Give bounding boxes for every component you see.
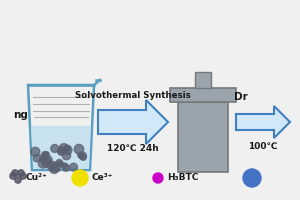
Circle shape — [153, 173, 163, 183]
Circle shape — [64, 145, 70, 151]
Circle shape — [79, 152, 86, 160]
Text: Ce³⁺: Ce³⁺ — [92, 173, 113, 182]
Circle shape — [10, 173, 16, 179]
Circle shape — [74, 144, 84, 154]
Circle shape — [78, 152, 83, 158]
Circle shape — [63, 146, 72, 155]
Text: 100℃: 100℃ — [248, 142, 278, 151]
Circle shape — [31, 147, 40, 156]
Text: 120℃ 24h: 120℃ 24h — [107, 144, 159, 153]
Bar — [178, 102, 228, 172]
Circle shape — [63, 164, 70, 171]
Circle shape — [15, 177, 21, 183]
Circle shape — [33, 155, 40, 162]
Circle shape — [61, 163, 68, 169]
Circle shape — [58, 161, 63, 166]
Circle shape — [57, 147, 66, 155]
Circle shape — [50, 164, 59, 173]
Text: Cu²⁺: Cu²⁺ — [26, 173, 48, 182]
Circle shape — [41, 154, 46, 159]
Circle shape — [58, 147, 65, 154]
Text: H₃BTC: H₃BTC — [167, 173, 198, 182]
Polygon shape — [236, 106, 290, 138]
Text: Solvothermal Synthesis: Solvothermal Synthesis — [75, 91, 191, 100]
Circle shape — [51, 162, 61, 172]
Text: Dr: Dr — [234, 92, 248, 102]
Circle shape — [59, 144, 68, 153]
Circle shape — [20, 173, 26, 179]
Circle shape — [72, 170, 88, 186]
Bar — [170, 88, 236, 102]
Circle shape — [40, 157, 46, 163]
Circle shape — [12, 170, 18, 176]
Circle shape — [38, 159, 48, 168]
Circle shape — [42, 151, 48, 157]
Bar — [195, 72, 211, 88]
Circle shape — [47, 161, 56, 170]
Circle shape — [243, 169, 261, 187]
Circle shape — [51, 144, 59, 152]
Circle shape — [70, 163, 77, 171]
Circle shape — [18, 170, 24, 176]
Circle shape — [42, 158, 51, 167]
Text: ng: ng — [13, 110, 28, 120]
Polygon shape — [98, 100, 168, 144]
Circle shape — [80, 154, 86, 160]
Circle shape — [62, 151, 71, 160]
Polygon shape — [31, 126, 91, 169]
Circle shape — [44, 156, 52, 163]
Circle shape — [56, 159, 62, 166]
Circle shape — [43, 152, 50, 158]
